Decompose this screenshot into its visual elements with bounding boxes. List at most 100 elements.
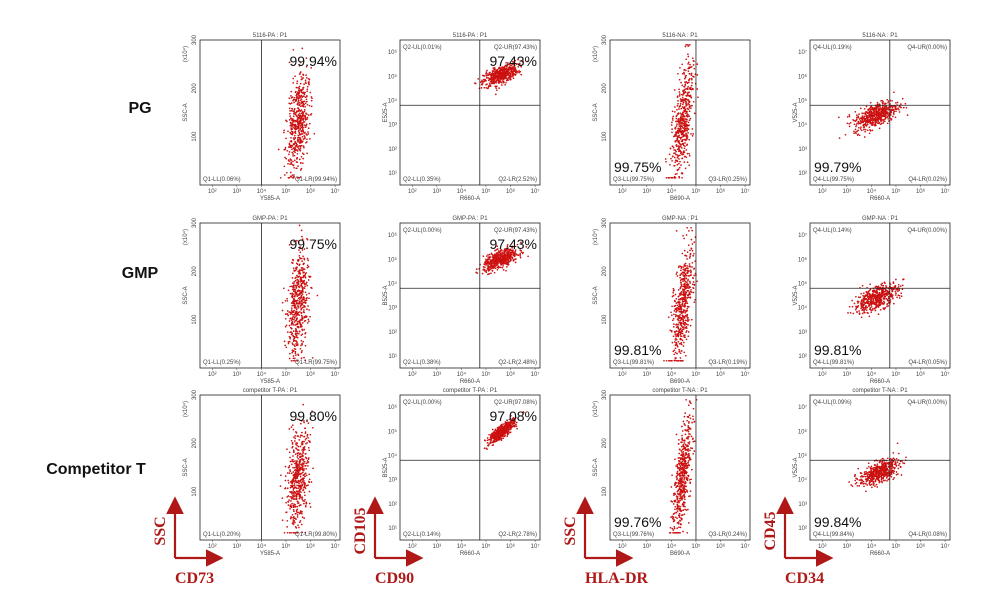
event-dot [887,295,890,298]
event-dot [297,435,300,438]
event-dot [289,158,292,160]
event-dot [851,299,853,302]
event-dot [675,311,677,313]
event-dot [292,359,295,362]
event-dot [672,335,675,338]
event-dot [292,147,295,150]
event-dot [492,266,495,268]
event-dot [685,43,687,46]
event-dot [492,257,495,259]
event-dot [292,284,295,287]
event-dot [693,252,695,255]
event-dot [502,256,504,259]
event-dot [679,311,682,313]
event-dot [686,302,689,305]
event-dot [301,322,304,324]
event-dot [880,296,882,298]
event-dot [510,255,512,258]
event-dot [688,110,691,113]
y-tick-label: 10¹ [388,354,397,360]
event-dot [301,152,304,155]
x-tick-label: 10⁴ [257,543,267,550]
event-dot [520,73,523,76]
event-dot [291,296,294,299]
event-dot [494,249,496,252]
y-axis-label: E525-A [383,102,389,122]
event-dot [289,460,292,463]
event-dot [676,344,679,347]
event-dot [677,289,680,291]
quadrant-label-ll: Q1-LL(0.20%) [203,532,241,538]
panel-title: competitor T-PA : P1 [243,388,298,394]
event-dot [301,516,304,518]
event-dot [496,245,499,248]
event-dot [687,124,690,127]
event-dot [300,312,303,314]
event-dot [856,300,859,303]
event-dots [277,47,316,179]
event-dot [681,359,684,362]
event-dot [874,295,877,297]
event-dot [303,100,306,103]
event-dot [684,81,686,83]
row-label-pg: PG [128,100,151,117]
x-tick-label: 10⁵ [281,543,291,550]
event-dot [872,111,874,114]
event-dot [893,91,895,94]
event-dot [848,125,851,128]
event-dot [289,115,291,117]
event-dot [286,472,289,474]
event-dot [682,234,684,237]
event-dot [678,136,681,139]
event-dot [293,302,296,305]
y-tick-label: 10² [388,147,397,153]
event-dot [301,129,304,132]
event-dot [291,118,294,120]
event-dot [308,320,310,323]
event-dot [676,114,678,117]
event-dot [292,324,295,326]
y-tick-label: 10⁶ [388,49,398,56]
event-dot [292,455,294,457]
event-dot [291,443,294,445]
event-dot [290,516,293,519]
event-dot [299,97,301,99]
event-dot [681,143,684,145]
event-dot [489,71,491,74]
event-dot [502,71,504,74]
event-dot [682,320,685,323]
event-dot [492,67,495,69]
event-dot [294,479,297,482]
event-dot [677,317,680,320]
event-dot [687,55,690,58]
event-dot [677,168,680,171]
event-dot [690,288,692,291]
event-dot [296,156,299,159]
event-dot [311,410,313,413]
event-dot [685,331,688,334]
quadrant-label-ll: Q2-LL(0.38%) [403,360,441,366]
event-dot [682,107,685,110]
event-dot [686,251,689,254]
event-dot [665,160,667,163]
event-dot [883,300,885,303]
event-dot [291,148,293,151]
event-dot [906,114,909,116]
event-dot [863,107,866,110]
event-dot [493,68,496,71]
event-dot [680,325,683,327]
event-dot [520,64,522,67]
event-dot [685,81,688,83]
event-dot [295,310,297,313]
event-dot [686,110,688,113]
event-dot [293,531,296,534]
event-dot [877,118,880,121]
event-dot [291,320,294,323]
y-tick-label: 10⁶ [798,256,808,263]
event-dot [679,313,682,316]
event-dot [297,472,300,475]
event-dot [290,102,293,104]
event-dot [295,343,297,345]
